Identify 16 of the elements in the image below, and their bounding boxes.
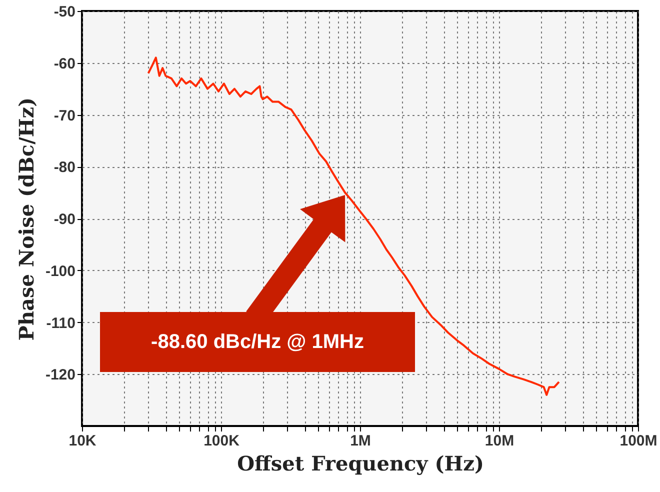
y-tick-label: -60	[54, 55, 76, 72]
x-axis-title: Offset Frequency (Hz)	[237, 452, 484, 476]
y-tick-label: -120	[45, 366, 76, 384]
y-tick-label: -70	[54, 107, 76, 124]
x-tick-label: 100K	[204, 432, 240, 450]
x-tick-label: 10M	[484, 432, 514, 450]
annotation: -88.60 dBc/Hz @ 1MHz	[150, 330, 365, 354]
y-tick-label: -100	[45, 262, 76, 280]
y-tick-label: -50	[54, 4, 76, 20]
y-axis-title: Phase Noise (dBc/Hz)	[14, 97, 38, 341]
x-tick-label: 100M	[620, 432, 658, 450]
y-tick-label: -110	[46, 314, 76, 332]
y-tick-label: -80	[54, 159, 76, 176]
x-tick-label: 1M	[350, 432, 371, 450]
x-tick-label: 10K	[68, 432, 96, 450]
y-tick-label: -90	[54, 211, 76, 228]
